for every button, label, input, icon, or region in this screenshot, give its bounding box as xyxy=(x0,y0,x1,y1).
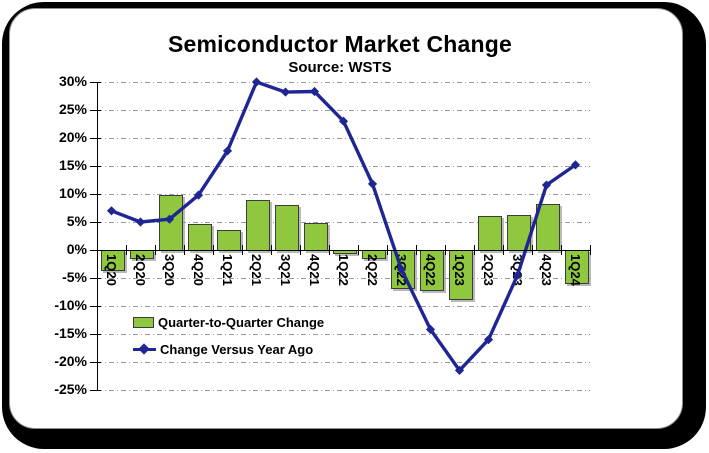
y-axis-tick xyxy=(90,250,101,251)
y-axis-label: 30% xyxy=(58,73,87,89)
diamond-marker-1Q21 xyxy=(222,146,233,156)
y-axis-tick xyxy=(90,138,101,139)
diamond-marker-1Q23 xyxy=(454,365,465,375)
gridline xyxy=(97,362,590,363)
legend-bar-swatch-icon xyxy=(133,317,154,328)
bar-4Q20 xyxy=(187,223,212,251)
legend-item-yoy: Change Versus Year Ago xyxy=(133,336,324,363)
gridline xyxy=(97,110,590,111)
legend-item-qoq: Quarter-to-Quarter Change xyxy=(133,309,324,336)
y-axis-label: -5% xyxy=(62,269,87,285)
y-axis-tick xyxy=(90,362,101,363)
y-axis-tick xyxy=(90,166,101,167)
chart-subtitle: Source: WSTS xyxy=(288,59,392,76)
diamond-marker-2Q22 xyxy=(367,179,378,189)
bar-3Q20 xyxy=(158,195,183,251)
y-axis-tick xyxy=(90,82,101,83)
diamond-marker-2Q20 xyxy=(135,217,146,227)
y-axis-label: -15% xyxy=(54,325,87,341)
bar-1Q23 xyxy=(448,250,473,300)
bar-2Q23 xyxy=(477,216,502,251)
y-axis-line xyxy=(97,82,98,390)
plot-area: 30% 25% 20% 15% 10% 5% 0% -5% -10% -15% -20% -25% 1… xyxy=(54,73,591,397)
bar-4Q22 xyxy=(419,250,444,291)
gridline xyxy=(97,334,590,335)
chart-card: Semiconductor Market Change Source: WSTS xyxy=(9,8,683,429)
gridline xyxy=(97,278,590,279)
y-axis-label: 10% xyxy=(58,185,87,201)
y-axis-label: -10% xyxy=(54,297,87,313)
y-axis-tick xyxy=(90,222,101,223)
y-axis-tick xyxy=(90,306,101,307)
diamond-marker-3Q23 xyxy=(512,270,523,280)
y-axis-label: 20% xyxy=(58,129,87,145)
y-axis-tick xyxy=(90,110,101,111)
y-axis-tick xyxy=(90,334,101,335)
diamond-marker-4Q23 xyxy=(541,180,552,190)
gridline xyxy=(97,222,590,223)
y-axis-label: 25% xyxy=(58,101,87,117)
x-axis-tick xyxy=(590,245,591,255)
legend-line-swatch-icon xyxy=(133,343,156,355)
y-axis-label: -20% xyxy=(54,353,87,369)
y-axis-label: 5% xyxy=(66,213,87,229)
x-axis-zero-line xyxy=(97,250,590,251)
y-axis-label: 0% xyxy=(66,241,87,257)
y-axis-label: -25% xyxy=(54,381,87,397)
bar-1Q24 xyxy=(564,250,589,285)
y-axis-tick xyxy=(90,278,101,279)
chart-legend: Quarter-to-Quarter Change Change Versus … xyxy=(133,309,324,363)
y-axis-label: 15% xyxy=(58,157,87,173)
gridline xyxy=(97,390,590,391)
gridline xyxy=(97,138,590,139)
bar-3Q21 xyxy=(274,204,299,251)
line-series-layer xyxy=(106,77,581,375)
legend-label-yoy: Change Versus Year Ago xyxy=(160,342,314,357)
bar-3Q22 xyxy=(390,250,415,289)
diamond-marker-1Q22 xyxy=(338,116,349,126)
diamond-marker-3Q20 xyxy=(164,214,175,224)
diamond-marker-2Q23 xyxy=(483,335,494,345)
legend-label-qoq: Quarter-to-Quarter Change xyxy=(158,315,325,330)
diamond-marker-1Q24 xyxy=(570,160,581,170)
gridline xyxy=(97,194,590,195)
y-axis-tick xyxy=(90,390,101,391)
diamond-marker-4Q20 xyxy=(193,190,204,200)
diamond-marker-4Q21 xyxy=(309,86,320,97)
diamond-marker-1Q20 xyxy=(106,206,117,216)
gridline xyxy=(97,166,590,167)
gridline xyxy=(97,306,590,307)
diamond-marker-3Q21 xyxy=(280,87,291,97)
y-axis-tick xyxy=(90,194,101,195)
chart-title: Semiconductor Market Change xyxy=(167,31,513,57)
gridline xyxy=(97,82,590,83)
